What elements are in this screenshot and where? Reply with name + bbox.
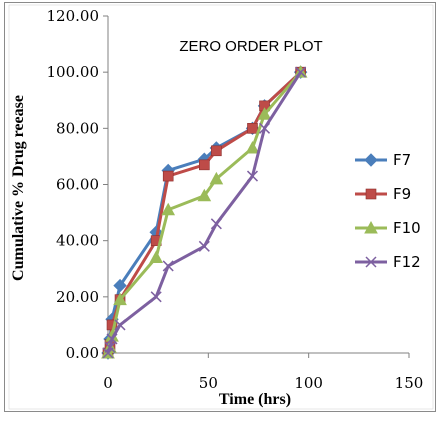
data-point-f12 (295, 66, 307, 78)
x-tick-label: 0 (103, 374, 113, 392)
legend-marker (365, 256, 377, 268)
series-line-f12 (106, 71, 302, 354)
data-point-f10 (209, 171, 224, 185)
data-point-f10 (245, 140, 260, 154)
y-axis-title: Cumulative % Drug reease (10, 95, 27, 281)
data-point-f9 (247, 123, 258, 134)
data-point-f9 (162, 170, 174, 182)
data-point-f12 (106, 333, 118, 345)
series-layer (101, 65, 308, 360)
legend-label: F10 (393, 219, 421, 237)
legend-item-f7: F7 (355, 151, 411, 169)
y-tick-label: 120.00 (47, 7, 100, 25)
data-point-f9 (199, 159, 210, 171)
data-point-f12 (258, 122, 271, 134)
data-point-f10 (197, 188, 212, 202)
legend-label: F7 (393, 151, 411, 169)
data-point-f12 (162, 260, 174, 272)
data-point-f9 (211, 145, 222, 157)
legend-marker (364, 220, 378, 234)
x-axis-title: Time (hrs) (219, 391, 291, 408)
legend-label: F12 (393, 253, 421, 271)
y-tick-label: 0.00 (66, 344, 99, 362)
data-point-f12 (104, 341, 116, 353)
legend-marker (364, 153, 378, 167)
series-f12 (102, 66, 307, 359)
chart-title: ZERO ORDER PLOT (179, 38, 322, 55)
legend-item-f10: F10 (355, 219, 421, 237)
y-tick-label: 60.00 (56, 176, 99, 194)
data-point-f10 (149, 250, 164, 264)
x-tick-label: 150 (395, 374, 424, 392)
data-point-f12 (198, 240, 210, 252)
data-point-f12 (210, 218, 222, 230)
y-tick-label: 20.00 (56, 288, 99, 306)
data-point-f10 (161, 202, 176, 216)
data-point-f12 (246, 170, 259, 182)
x-tick-label: 100 (294, 374, 323, 392)
data-point-f12 (114, 319, 126, 331)
data-point-f10 (113, 292, 127, 306)
y-tick-label: 100.00 (47, 63, 100, 81)
legend-item-f12: F12 (355, 253, 421, 271)
chart-border (8, 4, 434, 410)
data-point-f10 (257, 107, 272, 120)
chart-frame: ZERO ORDER PLOT 0.00 20.00 40.00 60.00 80.00… (4, 2, 436, 412)
axes: 0.00 20.00 40.00 60.00 80.00 100.00 120.00 0 50 1… (47, 7, 424, 392)
legend: F7 F9 F10 F12 (355, 151, 421, 271)
y-tick-label: 80.00 (56, 119, 99, 137)
legend-item-f9: F9 (355, 185, 411, 203)
data-point-f12 (150, 291, 162, 303)
zero-order-chart: ZERO ORDER PLOT 0.00 20.00 40.00 60.00 80.00… (8, 4, 434, 410)
x-tick-label: 50 (199, 374, 218, 392)
data-point-f7 (113, 278, 127, 293)
legend-marker (365, 188, 377, 200)
legend-label: F9 (393, 185, 411, 203)
y-tick-label: 40.00 (56, 232, 99, 250)
